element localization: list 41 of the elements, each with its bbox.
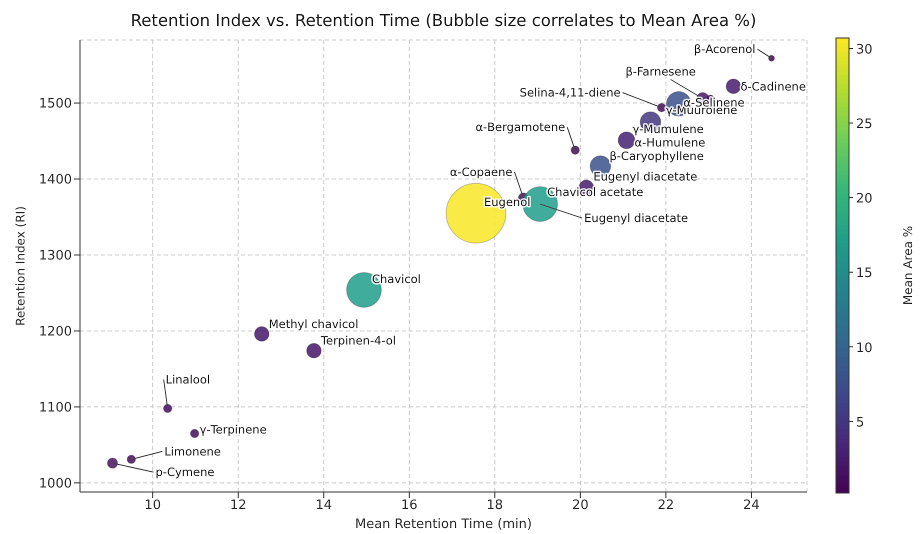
chart-title: Retention Index vs. Retention Time (Bubble size correlates to Mean Area %) <box>130 11 756 30</box>
x-tick-label: 20 <box>572 498 589 514</box>
annotation: β-Caryophyllene <box>609 149 704 164</box>
annotation: α-Copaene <box>450 165 512 180</box>
annotation: Terpinen-4-ol <box>320 334 396 348</box>
annotation: Methyl chavicol <box>268 316 358 331</box>
color-bar-label: 15 <box>856 266 873 282</box>
annotation: Eugenol <box>484 195 530 210</box>
annotation: Linalool <box>166 372 210 386</box>
y-axis-title: Retention Index (RI) <box>13 206 28 326</box>
x-tick-label: 22 <box>658 498 674 514</box>
y-tick-label: 1400 <box>38 172 72 188</box>
annotation: Eugenyl diacetate <box>593 169 698 184</box>
annotation: β-Acorenol <box>694 42 756 56</box>
y-tick-label: 1100 <box>38 400 72 416</box>
annotation: α-Bergamotene <box>475 120 566 134</box>
x-axis-title: Mean Retention Time (min) <box>355 517 532 532</box>
x-tick-label: 10 <box>144 498 161 514</box>
x-tick-label: 24 <box>743 498 760 514</box>
annotation: Selina-4,11-diene <box>520 86 621 100</box>
color-bar-label: 25 <box>856 117 873 132</box>
y-tick-label: 1200 <box>38 324 72 340</box>
annotation: α-Humulene <box>634 135 706 150</box>
annotation: δ-Cadinene <box>740 79 806 94</box>
color-bar-title: Mean Area % <box>901 226 915 306</box>
x-tick-label: 18 <box>486 498 504 514</box>
color-bar-label: 30 <box>856 42 873 58</box>
y-tick-label: 1300 <box>38 248 72 264</box>
annotation: Eugenyl diacetate <box>584 211 688 226</box>
y-tick-label: 1000 <box>38 476 72 492</box>
annotation: β-Farnesene <box>625 64 696 78</box>
y-tick-label: 1500 <box>38 96 72 112</box>
annotation: γ-Terpinene <box>200 422 267 437</box>
annotation: p-Cymene <box>156 465 214 480</box>
x-tick-label: 14 <box>315 498 332 514</box>
annotation: Limonene <box>164 444 221 458</box>
color-bar-label: 20 <box>856 192 873 207</box>
x-tick-label: 16 <box>401 498 418 514</box>
color-bar-label: 5 <box>856 415 864 430</box>
color-bar-label: 10 <box>856 340 873 356</box>
x-tick-label: 12 <box>230 498 247 514</box>
